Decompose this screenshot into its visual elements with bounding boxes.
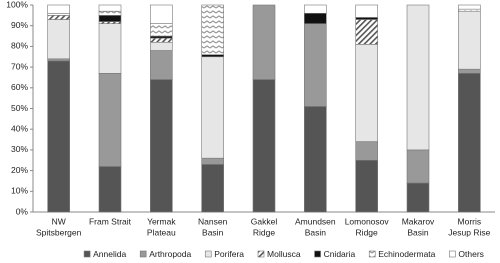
y-tick-label: 60% (11, 82, 28, 92)
x-tick-label: Gakkel (251, 216, 278, 226)
legend-label: Echinodermata (378, 249, 435, 259)
y-tick-label: 20% (11, 165, 28, 175)
bar-segment (458, 73, 481, 213)
bar-segment (304, 23, 327, 107)
bar-segment (47, 12, 70, 16)
bar-segment (458, 8, 481, 12)
y-tick-label: 70% (11, 61, 28, 71)
x-tick-label: Makarov (402, 216, 435, 226)
bar-segment (201, 164, 224, 213)
legend-label: Annelida (93, 249, 126, 259)
y-tick-label: 80% (11, 41, 28, 51)
bar-segment (98, 23, 122, 74)
bar-segment (150, 50, 173, 80)
y-tick-label: 0% (16, 206, 29, 216)
bar-segment (201, 157, 224, 165)
bar-segment (355, 4, 378, 18)
bar-segment (150, 37, 173, 43)
bar-segment (98, 21, 122, 24)
bar-segment (150, 23, 173, 37)
bar-segment (150, 41, 173, 51)
y-tick-label: 10% (11, 186, 28, 196)
legend-swatch (314, 250, 321, 258)
legend-swatch (139, 250, 147, 258)
bar-segment (150, 79, 173, 213)
legend-swatch (449, 250, 456, 258)
bar-segment (47, 4, 70, 14)
x-tick-label: Yermak (147, 216, 176, 226)
bar-segment (98, 10, 122, 16)
bar-segment (304, 12, 327, 24)
bar-segment (304, 4, 327, 14)
x-tick-label: Amundsen (295, 216, 336, 226)
bar-segment (252, 4, 276, 80)
bar-segment (150, 4, 173, 24)
x-tick-label: Ridge (253, 227, 275, 237)
legend-label: Mollusca (267, 249, 301, 259)
bar-segment (355, 159, 378, 213)
bar-segment (252, 79, 276, 213)
bar-segment (355, 19, 378, 45)
x-tick-label: Morris (458, 216, 482, 226)
bar-segment (355, 141, 378, 161)
bar-segment (47, 15, 70, 20)
x-tick-label: Fram Strait (89, 216, 132, 226)
legend-label: Others (458, 249, 484, 259)
bar-segment (47, 58, 70, 62)
y-tick-label: 90% (11, 20, 28, 30)
legend-label: Arthropoda (149, 249, 191, 259)
bar-segment (98, 166, 122, 213)
bar-segment (150, 35, 173, 39)
bar-segment (458, 4, 481, 10)
bar-segment (406, 182, 430, 213)
x-tick-label: Basin (407, 227, 429, 237)
x-tick-label: Nansen (198, 216, 228, 226)
bar-segment (406, 4, 430, 151)
y-tick-label: 100% (6, 0, 28, 9)
bar-segment (355, 17, 378, 20)
y-tick-label: 40% (11, 123, 28, 133)
x-tick-label: NW (52, 216, 66, 226)
bar-segment (47, 19, 70, 60)
legend-label: Porifera (214, 249, 244, 259)
bar-segment (355, 44, 378, 142)
bar-segment (458, 10, 481, 70)
bar-segment (98, 4, 122, 12)
y-tick-label: 50% (11, 103, 28, 113)
y-tick-label: 30% (11, 144, 28, 154)
x-tick-label: Basin (202, 227, 224, 237)
x-tick-label: Spitsbergen (36, 227, 82, 237)
legend-swatch (204, 250, 212, 258)
x-tick-label: Ridge (356, 227, 378, 237)
bar-segment (98, 15, 122, 22)
bar-segment (201, 54, 224, 58)
bar-segment (47, 60, 70, 213)
bar-segment (406, 149, 430, 184)
bar-segment (458, 68, 481, 74)
legend-swatch (368, 250, 376, 258)
bar-segment (201, 56, 224, 159)
x-tick-label: Jesup Rise (448, 227, 490, 237)
x-tick-label: Lomonosov (345, 216, 390, 226)
x-tick-label: Basin (305, 227, 327, 237)
legend-swatch (83, 250, 91, 258)
x-tick-label: Plateau (147, 227, 176, 237)
bar-segment (304, 106, 327, 213)
bar-segment (98, 73, 122, 167)
legend-swatch (257, 250, 265, 258)
legend-label: Cnidaria (324, 249, 356, 259)
bar-segment (201, 4, 224, 55)
